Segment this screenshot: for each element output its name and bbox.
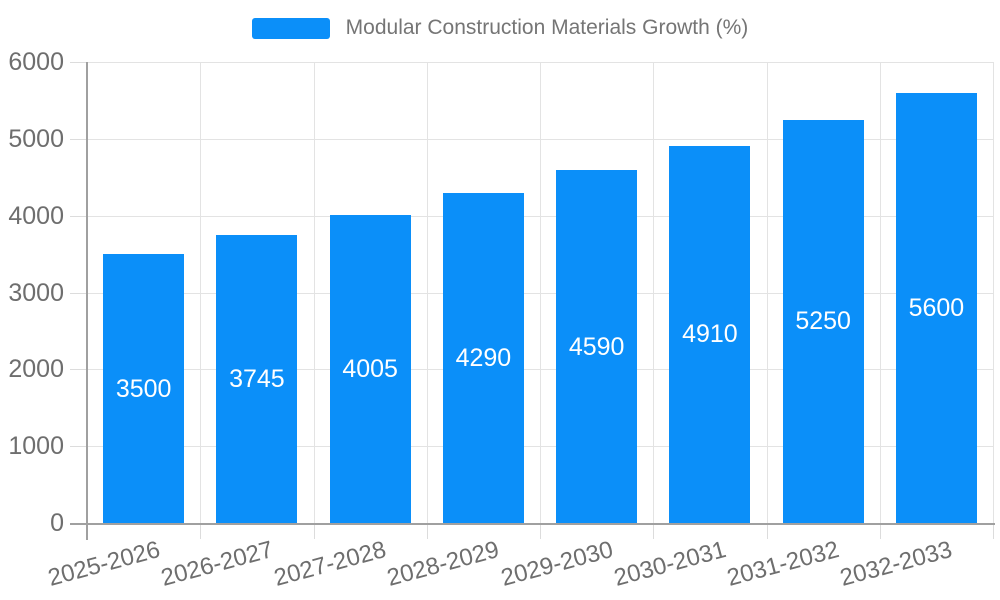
x-tick-label: 2031-2032 bbox=[724, 536, 843, 592]
y-axis-tick bbox=[70, 138, 87, 140]
y-axis-tick bbox=[70, 62, 87, 63]
x-tick-label: 2025-2026 bbox=[44, 536, 163, 592]
gridline-vertical bbox=[426, 62, 428, 523]
bar[interactable]: 4290 bbox=[442, 193, 524, 523]
gridline-vertical bbox=[993, 62, 994, 523]
y-tick-label: 4000 bbox=[8, 201, 64, 230]
bar-value-label: 5600 bbox=[908, 293, 965, 322]
bar[interactable]: 4590 bbox=[556, 170, 638, 523]
x-axis-tick bbox=[540, 525, 541, 539]
y-axis-tick bbox=[70, 215, 87, 217]
x-axis-tick bbox=[766, 525, 768, 539]
bar-value-label: 4005 bbox=[342, 355, 398, 384]
gridline-vertical bbox=[200, 62, 202, 523]
x-axis-line bbox=[70, 523, 995, 525]
y-axis-tick bbox=[70, 369, 87, 371]
y-axis-line bbox=[86, 62, 88, 540]
x-tick-label: 2026-2027 bbox=[158, 536, 276, 592]
y-tick-label: 5000 bbox=[8, 124, 64, 153]
bar-value-label: 4290 bbox=[455, 344, 512, 373]
bar-value-label: 5250 bbox=[795, 307, 851, 336]
gridline-vertical bbox=[653, 62, 655, 523]
x-axis-tick bbox=[200, 525, 202, 539]
bar[interactable]: 4910 bbox=[669, 145, 751, 523]
x-tick-label: 2030-2031 bbox=[611, 536, 729, 592]
x-axis-tick bbox=[653, 525, 655, 539]
y-tick-label: 0 bbox=[50, 509, 64, 537]
bar[interactable]: 3500 bbox=[103, 254, 185, 523]
y-tick-label: 2000 bbox=[8, 355, 64, 384]
y-tick-label: 1000 bbox=[8, 432, 64, 461]
gridline-vertical bbox=[313, 62, 315, 523]
legend[interactable]: Modular Construction Materials Growth (%… bbox=[0, 16, 1000, 40]
y-tick-label: 3000 bbox=[8, 278, 64, 307]
x-tick-label: 2027-2028 bbox=[271, 536, 390, 592]
gridline-vertical bbox=[879, 62, 881, 523]
x-tick-label: 2028-2029 bbox=[384, 536, 503, 592]
bar-value-label: 3500 bbox=[115, 374, 172, 403]
legend-label: Modular Construction Materials Growth (%… bbox=[345, 16, 749, 39]
legend-swatch[interactable] bbox=[251, 17, 330, 39]
gridline-vertical bbox=[766, 62, 768, 523]
x-tick-label: 2032-2033 bbox=[837, 536, 956, 592]
x-axis-tick bbox=[313, 525, 315, 539]
bar-value-label: 4910 bbox=[682, 320, 738, 349]
y-tick-label: 6000 bbox=[8, 48, 64, 76]
y-axis-tick bbox=[70, 292, 87, 294]
bar-value-label: 4590 bbox=[568, 332, 625, 361]
x-axis-tick bbox=[879, 525, 881, 539]
bar[interactable]: 3745 bbox=[216, 235, 298, 523]
bar[interactable]: 5600 bbox=[895, 92, 977, 523]
bar-value-label: 3745 bbox=[229, 365, 285, 394]
x-axis-tick bbox=[426, 525, 428, 539]
bar[interactable]: 5250 bbox=[782, 119, 864, 523]
gridline-vertical bbox=[540, 62, 541, 523]
x-axis-tick bbox=[993, 525, 994, 539]
bar[interactable]: 4005 bbox=[329, 215, 411, 523]
y-axis-tick bbox=[70, 446, 87, 448]
x-tick-label: 2029-2030 bbox=[497, 536, 616, 592]
